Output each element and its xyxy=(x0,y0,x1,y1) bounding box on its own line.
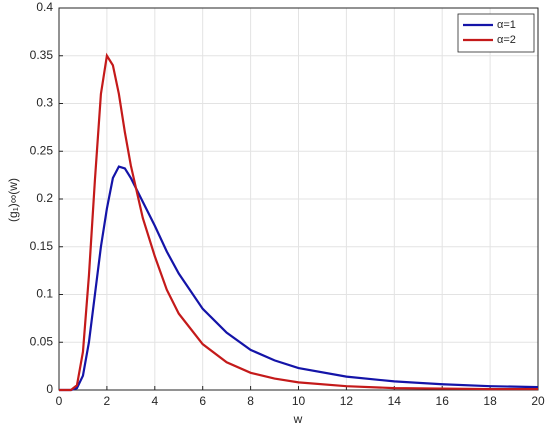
legend-label: α=2 xyxy=(497,34,516,46)
x-tick-label: 6 xyxy=(199,394,206,408)
x-tick-label: 0 xyxy=(56,394,63,408)
y-tick-label: 0.4 xyxy=(36,0,53,14)
legend-label: α=1 xyxy=(497,19,516,31)
x-axis-label: w xyxy=(293,412,303,426)
x-tick-label: 20 xyxy=(531,394,545,408)
y-tick-label: 0 xyxy=(46,382,53,396)
y-tick-label: 0.15 xyxy=(30,239,54,253)
x-tick-label: 4 xyxy=(151,394,158,408)
x-tick-label: 8 xyxy=(247,394,254,408)
plot-frame xyxy=(58,7,539,391)
x-tick-label: 2 xyxy=(104,394,111,408)
y-tick-label: 0.1 xyxy=(36,287,53,301)
x-tick-label: 16 xyxy=(436,394,450,408)
x-tick-label: 14 xyxy=(388,394,402,408)
y-tick-label: 0.2 xyxy=(36,191,53,205)
series-line xyxy=(59,165,539,392)
y-tick-label: 0.05 xyxy=(30,334,54,348)
y-tick-label: 0.25 xyxy=(30,143,54,157)
x-tick-label: 12 xyxy=(340,394,354,408)
y-axis-label: (g₁)∞(w) xyxy=(6,178,20,222)
x-tick-label: 18 xyxy=(483,394,497,408)
legend-box xyxy=(457,13,535,53)
x-tick-label: 10 xyxy=(292,394,306,408)
series-line xyxy=(59,52,538,392)
y-tick-label: 0.3 xyxy=(36,96,53,110)
y-tick-label: 0.35 xyxy=(30,48,54,62)
